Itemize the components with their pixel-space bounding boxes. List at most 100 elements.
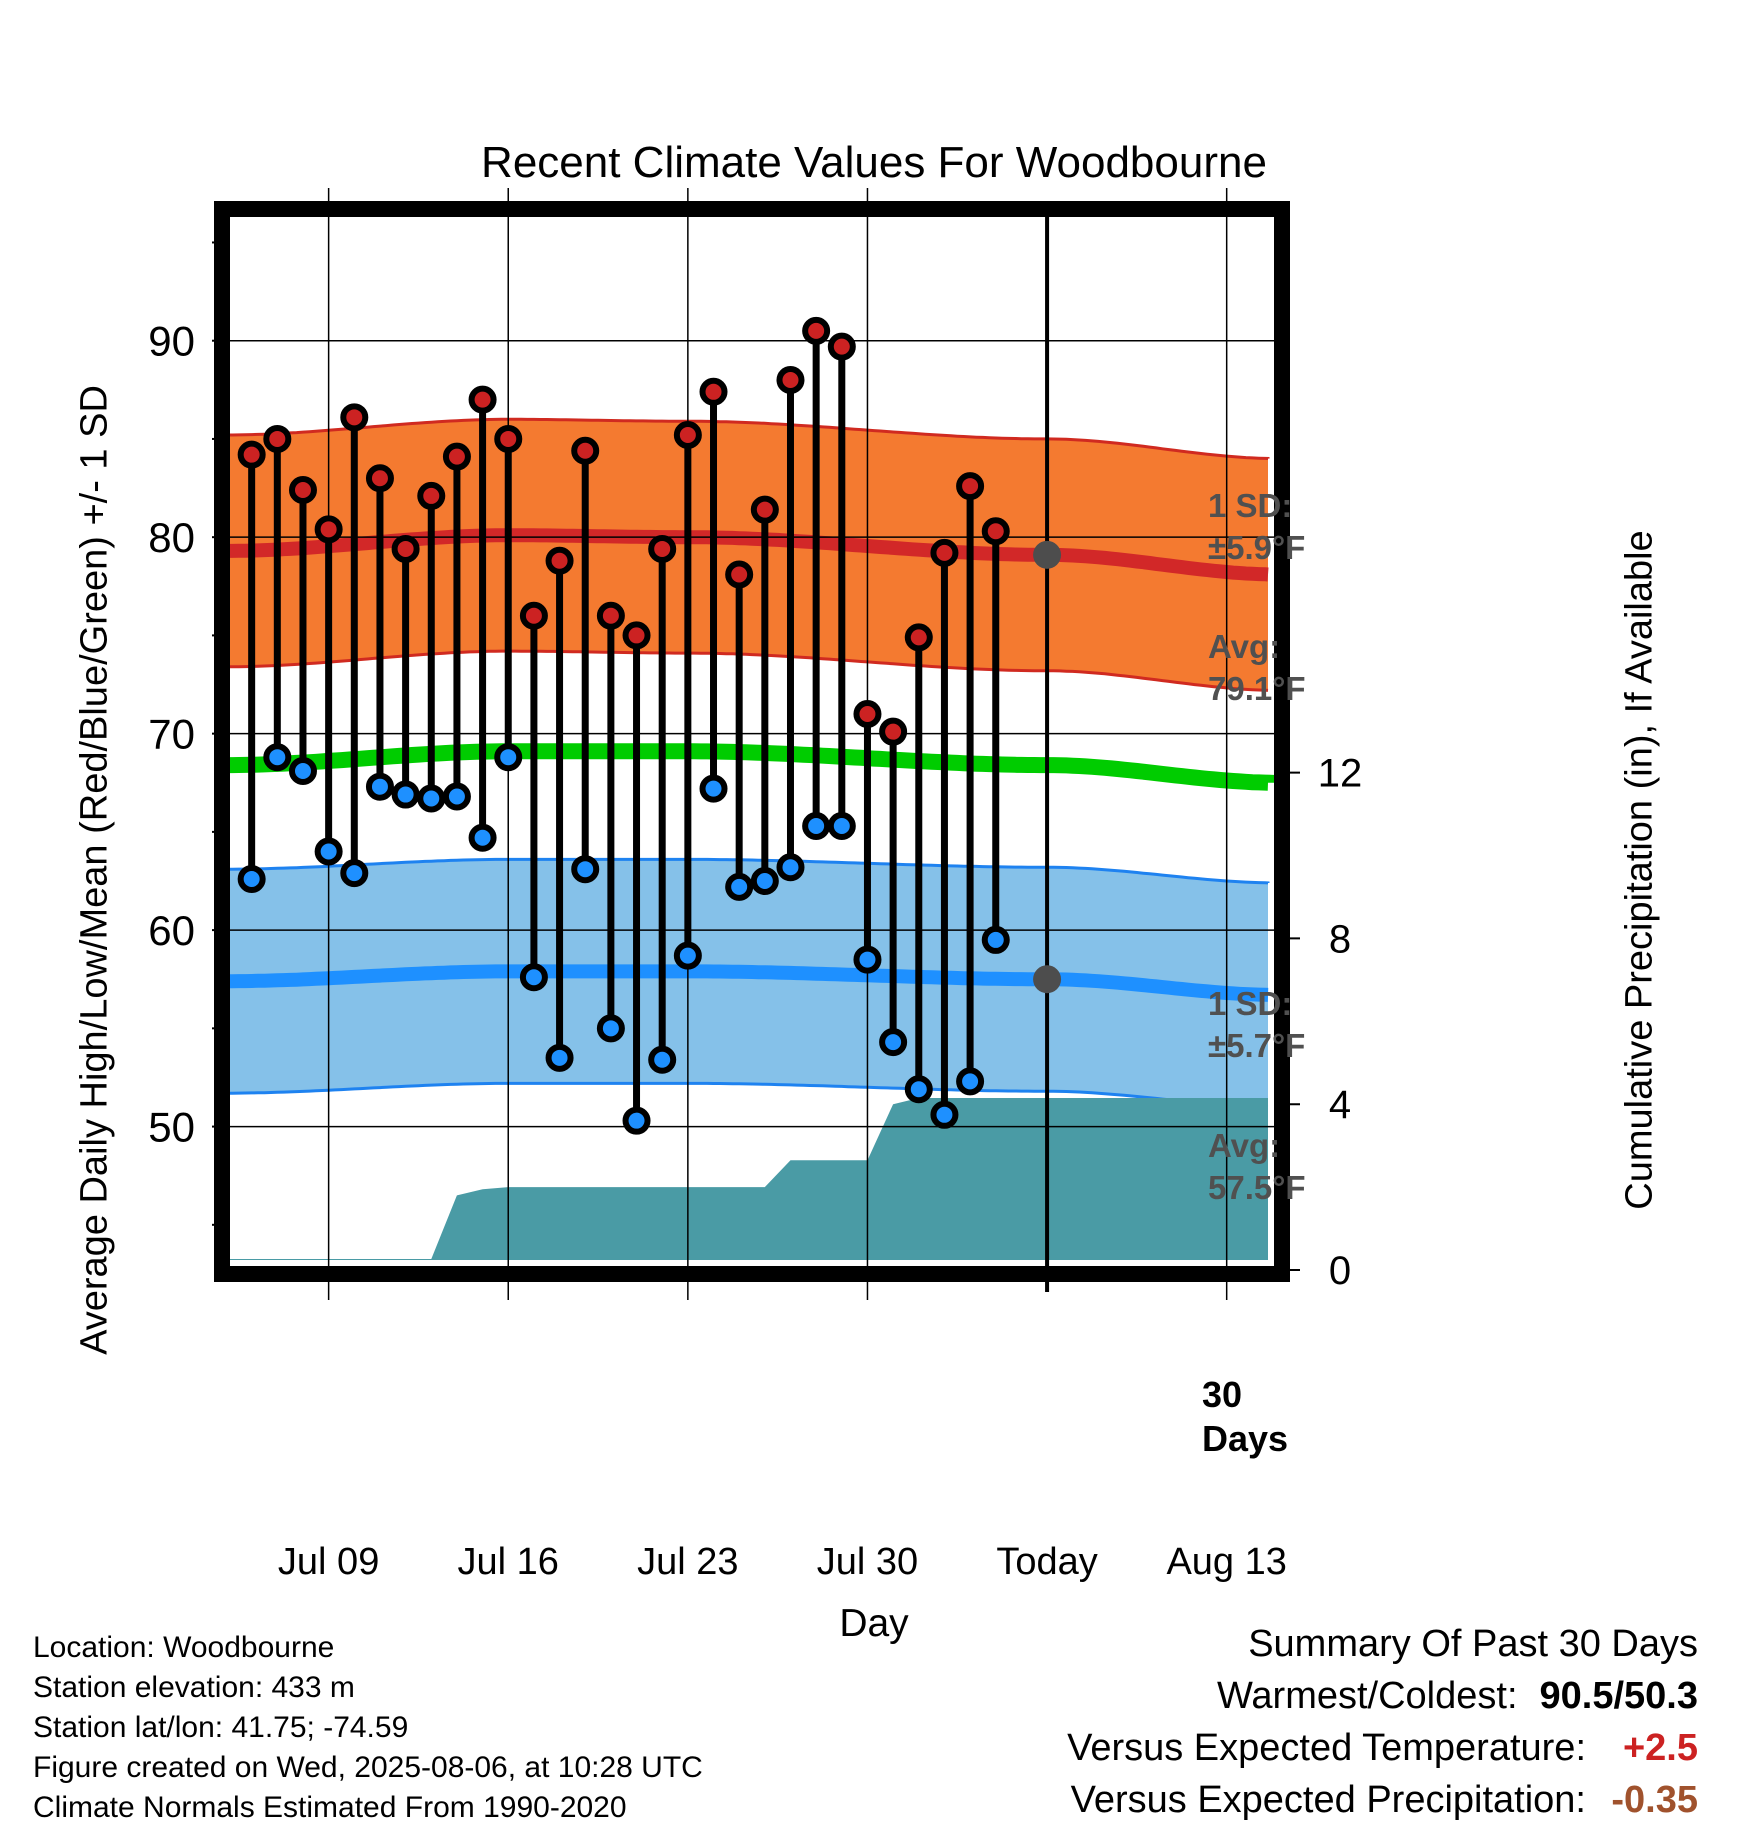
low-point (827, 811, 856, 840)
x-tick-label: Jul 30 (817, 1541, 918, 1583)
low-point (468, 823, 497, 852)
low-band-lower-edge (230, 1081, 1269, 1109)
high-point (340, 403, 369, 432)
y-tick-label: 80 (148, 514, 195, 561)
summary-panel: Summary Of Past 30 Days Warmest/Coldest:… (1067, 1618, 1698, 1826)
high-point (622, 621, 651, 650)
low-point (519, 963, 548, 992)
summary-precip-value: -0.35 (1611, 1779, 1698, 1821)
high-point (571, 436, 600, 465)
high-point (263, 424, 292, 453)
high-point (956, 472, 985, 501)
high-point (494, 424, 523, 453)
low-point (237, 865, 266, 894)
low-point (494, 743, 523, 772)
low-point (904, 1075, 933, 1104)
low-point (314, 837, 343, 866)
low-band-upper-edge (230, 857, 1270, 885)
low-point (545, 1043, 574, 1072)
low-point (442, 782, 471, 811)
window-label: 30 (1202, 1374, 1242, 1415)
high-point (648, 534, 677, 563)
low-point (802, 811, 831, 840)
precipitation-area (230, 1098, 1268, 1260)
low-point (571, 855, 600, 884)
summary-precip-row: Versus Expected Precipitation: -0.35 (1067, 1774, 1698, 1826)
secondary-y-axis-label: Cumulative Precipitation (in), If Availa… (1618, 530, 1661, 1210)
high-point (750, 495, 779, 524)
high-point (468, 385, 497, 414)
summary-temp-row: Versus Expected Temperature: +2.5 (1067, 1722, 1698, 1774)
high-point (725, 560, 754, 589)
info-created: Figure created on Wed, 2025-08-06, at 10… (33, 1751, 703, 1784)
low-point (340, 859, 369, 888)
low-point (391, 780, 420, 809)
high-point (314, 515, 343, 544)
low-average-line (230, 964, 1269, 1002)
high-point (596, 601, 625, 630)
low-point (930, 1100, 959, 1129)
high-point (879, 717, 908, 746)
low-point (417, 784, 446, 813)
plot-frame (214, 201, 1290, 1282)
high-avg-annotation: Avg: (1208, 628, 1280, 665)
y-tick-label: 50 (148, 1104, 195, 1151)
x-axis-label: Day (839, 1602, 909, 1645)
y-tick-label: 70 (148, 711, 195, 758)
x-tick-label: Today (996, 1541, 1097, 1583)
high-sd-annotation: 1 SD: (1208, 487, 1292, 524)
high-point (442, 442, 471, 471)
high-point (699, 377, 728, 406)
low-point (622, 1106, 651, 1135)
summary-warm-cold-value: 90.5/50.3 (1539, 1675, 1698, 1717)
high-band-lower-edge (230, 649, 1269, 692)
info-location: Location: Woodbourne (33, 1631, 335, 1664)
low-point (853, 945, 882, 974)
low-point (673, 941, 702, 970)
low-avg-annotation: Avg: (1208, 1127, 1280, 1164)
y-axis-label: Average Daily High/Low/Mean (Red/Blue/Gr… (73, 385, 116, 1355)
high-point (288, 476, 317, 505)
precipitation-fill (230, 1098, 1268, 1260)
station-info: Location: Woodbourne Station elevation: … (33, 1628, 703, 1828)
info-normals: Climate Normals Estimated From 1990-2020 (33, 1791, 627, 1824)
low-avg-annotation: 57.5°F (1208, 1169, 1306, 1206)
low-point (981, 925, 1010, 954)
low-point (365, 772, 394, 801)
low-sd-band (230, 859, 1268, 1107)
y2-tick-label: 8 (1329, 917, 1351, 961)
high-point (930, 538, 959, 567)
y2-tick-label: 12 (1318, 752, 1363, 796)
high-sd-annotation: ±5.9°F (1208, 529, 1305, 566)
high-point (776, 365, 805, 394)
low-sd-annotation: 1 SD: (1208, 985, 1292, 1022)
low-sd-annotation: ±5.7°F (1208, 1027, 1305, 1064)
low-point (648, 1045, 677, 1074)
mean-average-line (230, 743, 1276, 791)
summary-temp-label: Versus Expected Temperature: (1067, 1727, 1586, 1769)
low-point (288, 756, 317, 785)
summary-warm-cold-label: Warmest/Coldest: (1216, 1675, 1518, 1717)
high-point (673, 421, 702, 450)
high-point (519, 601, 548, 630)
y2-tick-label: 4 (1329, 1083, 1351, 1127)
y-tick-label: 60 (148, 907, 195, 954)
daily-range-bars (237, 316, 1062, 1135)
chart-title: Recent Climate Values For Woodbourne (481, 138, 1267, 187)
low-point (725, 872, 754, 901)
high-point (904, 623, 933, 652)
high-sd-band (230, 419, 1268, 691)
x-tick-label: Aug 13 (1166, 1541, 1286, 1583)
high-point (237, 440, 266, 469)
low-point (879, 1028, 908, 1057)
window-label: Days (1202, 1418, 1288, 1459)
low-point (750, 866, 779, 895)
high-avg-annotation: 79.1°F (1208, 670, 1306, 707)
summary-precip-label: Versus Expected Precipitation: (1070, 1779, 1586, 1821)
y-tick-label: 90 (148, 318, 195, 365)
summary-temp-value: +2.5 (1622, 1727, 1698, 1769)
high-point (417, 481, 446, 510)
x-tick-label: Jul 23 (637, 1541, 738, 1583)
low-point (699, 774, 728, 803)
